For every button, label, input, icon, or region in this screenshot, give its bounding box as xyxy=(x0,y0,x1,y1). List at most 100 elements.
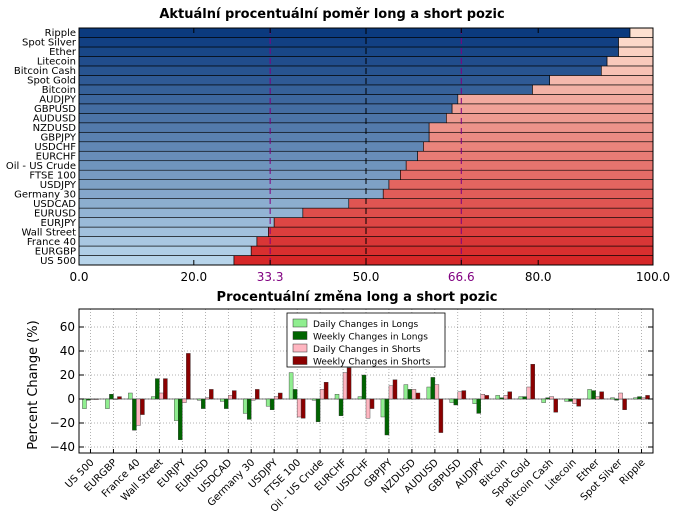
change-bar xyxy=(449,398,455,403)
change-bar xyxy=(472,398,477,405)
y-tick-label: −40 xyxy=(50,440,75,454)
change-bar xyxy=(576,398,581,407)
short-bar xyxy=(629,27,654,38)
change-bar xyxy=(461,390,467,400)
long-bar xyxy=(78,207,304,218)
short-bar xyxy=(428,131,654,143)
long-bar xyxy=(78,122,430,133)
category-label: USDCHF xyxy=(34,142,76,153)
change-bar xyxy=(434,384,440,400)
change-bar xyxy=(178,398,183,440)
change-bar xyxy=(232,390,237,400)
legend-swatch xyxy=(292,356,308,365)
change-bar xyxy=(186,353,191,400)
change-bar xyxy=(365,398,371,419)
change-bar xyxy=(457,391,463,400)
long-bar xyxy=(78,113,447,124)
short-bar xyxy=(601,65,654,76)
change-bar xyxy=(553,398,558,413)
long-bar xyxy=(78,236,258,247)
category-label: Ether xyxy=(49,47,77,58)
category-label: Germany 30 xyxy=(14,189,76,200)
change-bar xyxy=(269,398,275,411)
long-bar xyxy=(78,103,453,114)
change-bar xyxy=(572,398,577,405)
change-bar xyxy=(346,367,352,400)
change-bar xyxy=(380,398,386,418)
long-bar xyxy=(78,141,424,152)
change-bar xyxy=(384,398,390,436)
short-bar xyxy=(423,141,654,152)
category-label: EURGBP xyxy=(35,246,76,257)
change-bar xyxy=(392,379,398,400)
change-bar xyxy=(480,394,486,400)
change-bar xyxy=(338,398,344,416)
short-bar xyxy=(268,226,654,237)
category-label: GBPJPY xyxy=(40,133,76,144)
change-bar xyxy=(163,378,168,400)
y-tick-label: 0 xyxy=(67,392,75,406)
category-label: France 40 xyxy=(27,237,76,248)
short-bar xyxy=(451,103,654,114)
category-label: USDCAD xyxy=(33,199,76,210)
change-bar xyxy=(323,382,329,400)
change-bar xyxy=(637,396,642,400)
x-tick-label: 20.0 xyxy=(180,270,207,284)
change-bar xyxy=(311,398,317,401)
x-tick-label: 0.0 xyxy=(69,270,88,284)
short-bar xyxy=(457,94,654,105)
change-bar xyxy=(599,391,604,400)
change-bar xyxy=(296,398,302,418)
legend-label: Daily Changes in Shorts xyxy=(313,345,421,355)
change-bar xyxy=(507,391,512,400)
long-bar xyxy=(78,179,390,190)
change-bar xyxy=(117,396,122,400)
short-bar xyxy=(388,179,654,190)
change-bar xyxy=(86,398,91,401)
short-bar xyxy=(400,169,654,180)
category-label: Bitcoin xyxy=(42,85,76,96)
change-bar xyxy=(526,386,531,400)
change-bar xyxy=(568,398,573,402)
short-bar xyxy=(428,122,654,133)
category-label: Wall Street xyxy=(22,227,77,238)
x-tick-label: 80.0 xyxy=(525,270,552,284)
short-bar xyxy=(250,245,654,256)
legend-label: Daily Changes in Longs xyxy=(313,320,418,330)
change-bar xyxy=(109,394,114,400)
short-bar xyxy=(446,113,654,124)
change-bar xyxy=(530,364,535,400)
long-bar xyxy=(78,150,418,162)
change-bar xyxy=(220,398,225,402)
change-bar xyxy=(113,398,118,400)
short-bar xyxy=(606,56,654,67)
legend-label: Weekly Changes in Longs xyxy=(313,333,428,343)
change-bar xyxy=(300,398,306,419)
legend-swatch xyxy=(292,318,308,328)
change-bar xyxy=(94,398,99,400)
x-tick-label: 50.0 xyxy=(353,270,380,284)
change-bar xyxy=(369,398,375,409)
short-bar xyxy=(532,84,654,95)
short-bar xyxy=(233,255,654,266)
long-bar xyxy=(78,46,619,57)
change-bar xyxy=(334,394,340,400)
change-bar xyxy=(182,398,187,403)
change-bar xyxy=(549,396,554,400)
short-bar xyxy=(618,37,654,48)
long-bar xyxy=(78,75,550,86)
change-bar xyxy=(273,396,279,400)
legend-swatch xyxy=(292,331,308,340)
category-label: Oil - US Crude xyxy=(6,161,76,172)
change-bar xyxy=(618,392,623,400)
change-bar xyxy=(587,389,592,400)
change-bar xyxy=(159,392,164,400)
short-bar xyxy=(405,160,654,171)
change-bar xyxy=(228,395,233,400)
change-bar xyxy=(319,389,325,400)
category-label: FTSE 100 xyxy=(29,170,76,181)
change-bar xyxy=(357,396,363,400)
